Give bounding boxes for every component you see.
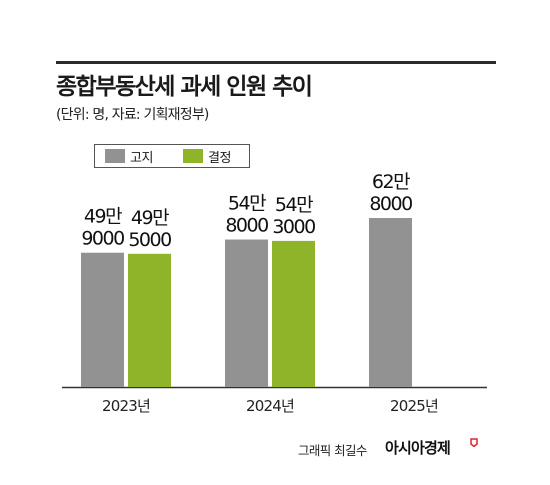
x-tick-label: 2023년 <box>102 397 150 415</box>
logo-mark-icon <box>470 438 478 447</box>
data-label-line2: 3000 <box>272 216 315 238</box>
bar-notice <box>225 239 268 387</box>
data-label-line2: 9000 <box>81 228 124 250</box>
data-label-line1: 54만 <box>275 194 313 216</box>
data-label-line2: 5000 <box>128 229 171 251</box>
legend: 고지 결정 <box>94 144 250 168</box>
bar-decision <box>128 253 171 387</box>
data-label-line1: 49만 <box>131 207 169 229</box>
data-label-line1: 54만 <box>228 193 266 215</box>
legend-swatch-decision <box>183 149 203 163</box>
data-label-line2: 8000 <box>225 215 268 237</box>
data-label-line2: 8000 <box>369 193 412 215</box>
legend-swatch-notice <box>105 149 125 163</box>
legend-label-decision: 결정 <box>208 151 231 166</box>
chart-title: 종합부동산세 과세 인원 추이 <box>56 74 313 100</box>
publisher-logo: 아시아경제 <box>385 439 451 457</box>
chart-subtitle: (단위: 명, 자료: 기획재정부) <box>56 107 209 123</box>
data-label-line1: 62만 <box>372 171 410 193</box>
data-label-line1: 49만 <box>84 206 122 228</box>
bar-decision <box>272 240 315 387</box>
title-rule <box>56 61 496 64</box>
legend-label-notice: 고지 <box>130 151 153 166</box>
x-tick-label: 2025년 <box>390 397 438 415</box>
x-tick-label: 2024년 <box>246 397 294 415</box>
graphic-credit: 그래픽 최길수 <box>298 443 367 458</box>
bar-notice <box>81 252 124 387</box>
bar-notice <box>369 218 412 387</box>
